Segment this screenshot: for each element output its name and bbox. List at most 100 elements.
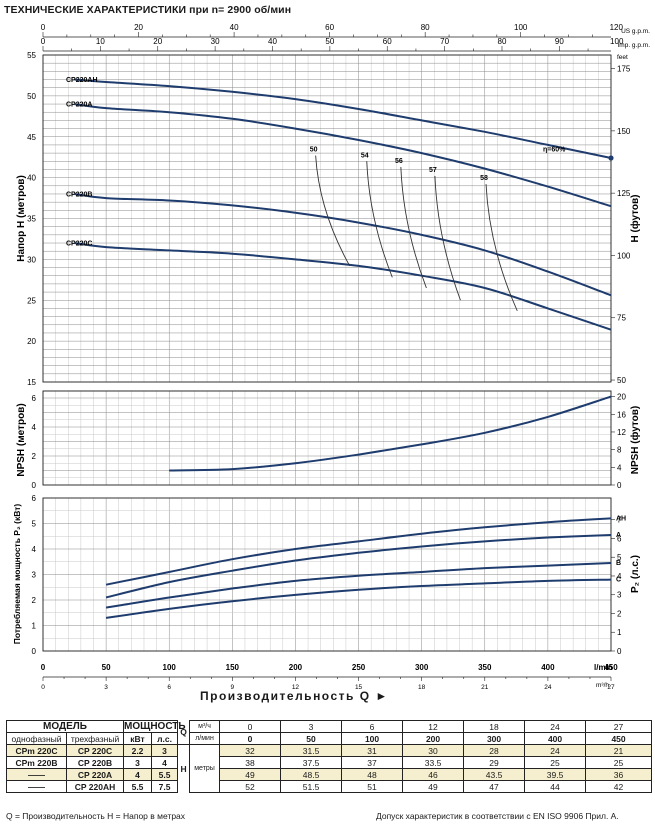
m3h-tick-label: 24 [544,684,552,691]
cell-kw: 3 [123,756,153,769]
efficiency-line-54 [366,161,393,278]
arrow-right-icon: ► [375,689,389,703]
power-hp-tick-label: 4 [617,572,622,581]
m3h-unit: м³/ч [189,720,221,733]
head-frame [42,54,612,383]
table-row: CPm 220B CP 220B 3 4 38 37.5 37 33.5 29 25 25 [6,756,653,769]
lmin-tick-label: 100 [163,663,177,672]
cell-head: 52 [219,780,282,793]
lmin-tick-label: 400 [541,663,555,672]
x-axis-title-text: Производительность Q [200,689,371,703]
eta-60-marker [608,155,614,161]
cell-three: CP 220AH [65,780,125,793]
efficiency-label-57: 57 [429,167,437,174]
lmin-tick-label: 450 [604,663,618,672]
cell-single: —— [6,768,67,781]
npsh-y-tick: 4 [32,423,37,432]
cell-head: 31 [341,744,404,757]
cell-head: 28 [463,744,526,757]
power-curve-label-c: C [616,577,621,584]
head-y-tick: 40 [27,174,36,183]
cell-kw: 4 [123,768,153,781]
power-y-tick: 4 [32,545,37,554]
cell-head: 49 [402,780,465,793]
power-y-tick: 3 [32,571,37,580]
head-y-tick: 35 [27,215,36,224]
imp-gpm-unit: Imp. g.p.m. [617,42,650,49]
q-lmin-2: 100 [341,732,404,745]
cell-head: 36 [585,768,653,781]
head-feet-tick-label: 75 [617,314,626,323]
cell-head: 49 [219,768,282,781]
footer-tolerance: Допуск характеристик в соответствии с EN… [376,811,619,821]
head-y-tick: 20 [27,337,36,346]
cell-head: 46 [402,768,465,781]
head-curve-label-cp220b: CP220B [66,191,92,198]
imp-gpm-tick-label: 0 [41,37,46,46]
power-y-tick: 2 [32,596,37,605]
power-y-tick: 5 [32,520,37,529]
power-y-tick: 1 [32,622,37,631]
us-gpm-tick-label: 40 [230,23,239,32]
npsh-curve [169,395,612,472]
power-curve-label-a: A [616,532,621,539]
q-m3h-0: 0 [219,720,282,733]
q-lmin-6: 450 [585,732,653,745]
head-y-tick: 15 [27,378,36,387]
us-gpm-tick-label: 120 [610,23,624,32]
q-lmin-4: 300 [463,732,526,745]
us-gpm-tick-label: 100 [514,23,528,32]
head-curve-cp220a [74,103,612,208]
table-row: —— CP 220A 4 5.5 49 48.5 48 46 43.5 39.5 36 [6,768,653,781]
cell-kw: 2.2 [123,744,153,757]
head-curve-label-cp220c: CP220C [66,241,92,248]
imp-gpm-tick-label: 30 [211,37,220,46]
npsh-feet-tick-label: 12 [617,428,626,437]
cell-head: 39.5 [524,768,587,781]
q-m3h-2: 6 [341,720,404,733]
npsh-feet-tick-label: 0 [617,481,622,490]
lmin-unit: l/min [594,663,613,672]
head-feet-tick-label: 100 [617,251,631,260]
q-m3h-5: 24 [524,720,587,733]
three-phase-header: трехфазный [65,732,125,745]
cell-three: CP 220B [65,756,125,769]
q-lmin-3: 200 [402,732,465,745]
lmin-tick-label: 150 [226,663,240,672]
q-lmin-0: 0 [219,732,282,745]
head-curve-cp220c [74,242,612,331]
cell-head: 43.5 [463,768,526,781]
m3h-tick-label: 27 [607,684,615,691]
power-hp-tick-label: 6 [617,534,622,543]
head-curve-label-cp220a: CP220A [66,102,92,109]
power-curve-label-b: B [616,560,621,567]
power-y-tick: 6 [32,494,37,503]
head-y-tick: 50 [27,92,36,101]
efficiency-label-54: 54 [361,152,369,159]
cell-head: 47 [463,780,526,793]
power-y-tick: 0 [32,647,37,656]
head-y-label: Напор H (метров) [16,175,27,262]
lmin-tick-label: 200 [289,663,303,672]
imp-gpm-tick-label: 90 [555,37,564,46]
head-y-tick: 45 [27,133,36,142]
efficiency-line-58 [485,184,518,312]
table-row: —— CP 220AH 5.5 7.5 52 51.5 51 49 47 44 42 [6,780,653,793]
power-hp-tick-label: 0 [617,647,622,656]
cell-single: CPm 220B [6,756,67,769]
head-feet-unit: feet [617,54,628,61]
cell-three: CP 220A [65,768,125,781]
npsh-y-label: NPSH (метров) [16,403,27,476]
cell-head: 32 [219,744,282,757]
npsh-feet-tick-label: 16 [617,410,626,419]
imp-gpm-tick-label: 60 [383,37,392,46]
power-hp-tick-label: 3 [617,591,622,600]
head-feet-tick-label: 50 [617,376,626,385]
cell-hp: 5.5 [151,768,179,781]
cell-hp: 4 [151,756,179,769]
efficiency-line-57 [434,175,461,301]
power-curve-c [105,578,612,619]
efficiency-line-50 [315,155,351,267]
imp-gpm-tick-label: 80 [498,37,507,46]
